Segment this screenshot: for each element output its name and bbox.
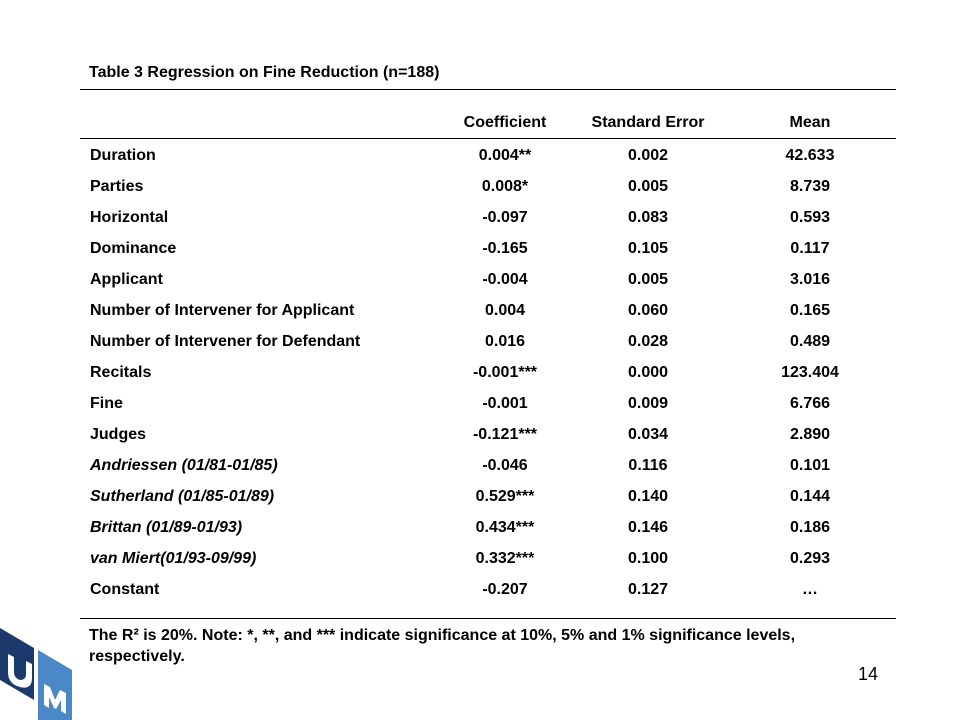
header-rule: [80, 138, 896, 139]
table-row: Fine -0.001 0.009 6.766: [80, 388, 896, 419]
logo-letter-m: [44, 684, 66, 714]
row-mean: 42.633: [785, 147, 835, 164]
row-coefficient: -0.165: [482, 240, 528, 257]
row-coefficient: -0.097: [482, 209, 528, 226]
table-row: Applicant -0.004 0.005 3.016: [80, 264, 896, 295]
row-label: Number of Intervener for Defendant: [90, 333, 361, 350]
row-standard-error: 0.146: [627, 519, 669, 536]
table-header-row: Coefficient Standard Error Mean: [80, 107, 896, 138]
row-coefficient: -0.207: [482, 581, 528, 598]
row-standard-error: 0.060: [627, 302, 669, 319]
row-mean: …: [802, 581, 818, 598]
table-row: Recitals -0.001*** 0.000 123.404: [80, 357, 896, 388]
row-label: Duration: [90, 147, 156, 164]
row-label: van Miert(01/93-09/99): [90, 550, 257, 567]
row-label: Dominance: [90, 240, 177, 257]
table-row: Duration 0.004** 0.002 42.633: [80, 140, 896, 171]
row-standard-error: 0.116: [628, 457, 668, 474]
table-row: Constant -0.207 0.127 …: [80, 574, 896, 605]
row-label: Number of Intervener for Applicant: [90, 302, 355, 319]
table-row: Dominance -0.165 0.105 0.117: [80, 233, 896, 264]
row-mean: 3.016: [789, 271, 831, 288]
row-standard-error: 0.005: [627, 271, 669, 288]
row-label: Fine: [90, 395, 123, 412]
row-standard-error: 0.105: [627, 240, 669, 257]
header-coefficient: Coefficient: [463, 114, 547, 131]
row-coefficient: 0.529***: [475, 488, 535, 505]
row-label: Horizontal: [90, 209, 169, 226]
row-coefficient: -0.046: [482, 457, 528, 474]
row-label: Applicant: [90, 271, 163, 288]
row-label: Parties: [90, 178, 144, 195]
row-standard-error: 0.009: [627, 395, 669, 412]
row-mean: 123.404: [781, 364, 839, 381]
row-mean: 0.593: [789, 209, 831, 226]
page-number: 14: [858, 664, 879, 684]
row-mean: 0.489: [789, 333, 831, 350]
row-label: Andriessen (01/81-01/85): [90, 457, 278, 474]
row-coefficient: -0.004: [482, 271, 528, 288]
row-mean: 0.165: [789, 302, 831, 319]
row-standard-error: 0.034: [627, 426, 669, 443]
row-coefficient: -0.121***: [472, 426, 538, 443]
row-coefficient: 0.008*: [481, 178, 529, 195]
row-coefficient: 0.434***: [475, 519, 535, 536]
row-standard-error: 0.005: [627, 178, 669, 195]
row-standard-error: 0.100: [627, 550, 669, 567]
table-caption: Table 3 Regression on Fine Reduction (n=…: [89, 64, 440, 81]
top-rule: [80, 89, 896, 90]
row-mean: 0.293: [789, 550, 831, 567]
table-row: Sutherland (01/85-01/89) 0.529*** 0.140 0.1…: [80, 481, 896, 512]
table-row: Number of Intervener for Applicant 0.004 0…: [80, 295, 896, 326]
logo-light-shape: [38, 650, 72, 720]
row-mean: 0.117: [790, 240, 830, 257]
row-mean: 2.890: [789, 426, 831, 443]
table-row: Horizontal -0.097 0.083 0.593: [80, 202, 896, 233]
row-coefficient: 0.004: [484, 302, 526, 319]
row-label: Recitals: [90, 364, 152, 381]
row-coefficient: 0.332***: [475, 550, 535, 567]
table-row: Andriessen (01/81-01/85) -0.046 0.116 0.101: [80, 450, 896, 481]
table-row: Brittan (01/89-01/93) 0.434*** 0.146 0.186: [80, 512, 896, 543]
row-standard-error: 0.140: [627, 488, 669, 505]
table-note: The R² is 20%. Note: *, **, and *** indi…: [89, 627, 796, 665]
row-standard-error: 0.127: [627, 581, 669, 598]
row-label: Judges: [90, 426, 147, 443]
row-label: Brittan (01/89-01/93): [90, 519, 243, 536]
bottom-rule: [80, 618, 896, 619]
table-row: Parties 0.008* 0.005 8.739: [80, 171, 896, 202]
row-standard-error: 0.000: [627, 364, 669, 381]
row-coefficient: 0.016: [484, 333, 526, 350]
row-label: Sutherland (01/85-01/89): [90, 488, 275, 505]
row-standard-error: 0.083: [627, 209, 669, 226]
row-mean: 0.101: [789, 457, 831, 474]
row-mean: 6.766: [789, 395, 831, 412]
row-mean: 0.144: [789, 488, 831, 505]
row-label: Constant: [90, 581, 160, 598]
table-row: Judges -0.121*** 0.034 2.890: [80, 419, 896, 450]
table-row: Number of Intervener for Defendant 0.016 0…: [80, 326, 896, 357]
row-coefficient: -0.001: [482, 395, 528, 412]
row-coefficient: -0.001***: [472, 364, 538, 381]
row-mean: 8.739: [789, 178, 831, 195]
header-mean: Mean: [789, 114, 831, 131]
row-mean: 0.186: [789, 519, 831, 536]
row-standard-error: 0.028: [627, 333, 669, 350]
row-coefficient: 0.004**: [478, 147, 532, 164]
header-standard-error: Standard Error: [591, 114, 705, 131]
row-standard-error: 0.002: [627, 147, 669, 164]
logo-letter-u: [8, 654, 32, 688]
table-row: van Miert(01/93-09/99) 0.332*** 0.100 0.293: [80, 543, 896, 574]
university-logo: [0, 628, 72, 720]
